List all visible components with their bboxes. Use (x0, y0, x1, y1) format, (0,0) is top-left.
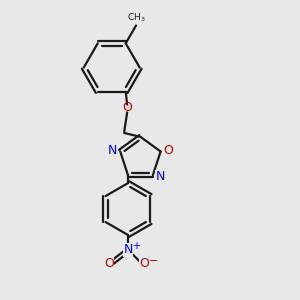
Text: O: O (122, 101, 132, 115)
Text: +: + (132, 241, 140, 251)
Text: O: O (139, 257, 149, 270)
Text: −: − (149, 256, 158, 266)
Text: CH$_3$: CH$_3$ (127, 11, 145, 24)
Text: N: N (123, 243, 133, 256)
Text: N: N (108, 144, 117, 157)
Text: O: O (104, 257, 114, 270)
Text: N: N (156, 170, 165, 183)
Text: O: O (164, 144, 173, 157)
